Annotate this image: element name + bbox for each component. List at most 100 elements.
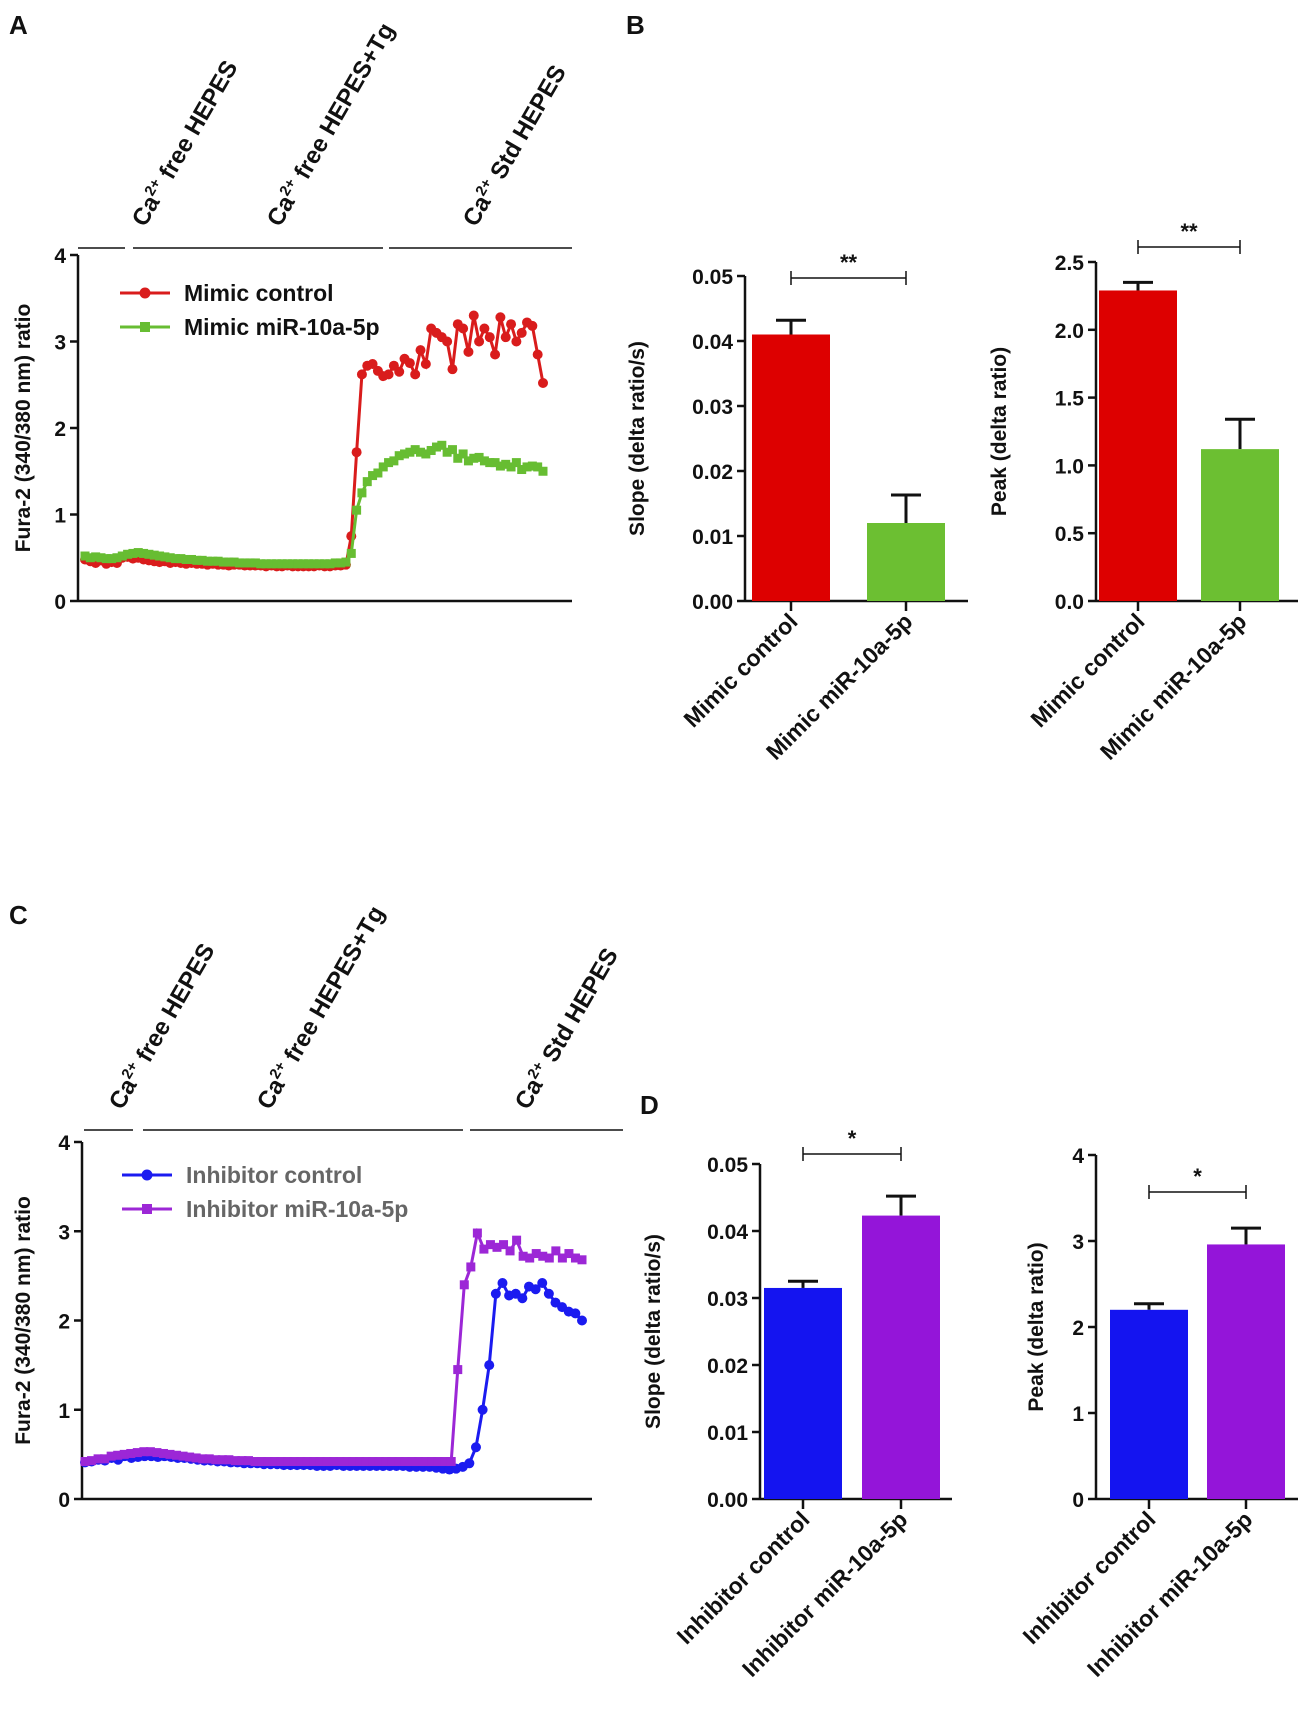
C-data-point [577,1315,587,1326]
A-data-point [490,458,500,468]
C-data-point [472,1228,482,1238]
A-data-point [367,358,378,369]
A-data-point [458,449,468,459]
A-data-point [304,559,314,569]
D2-bar-1 [1207,1244,1285,1499]
A-y-tick-label: 0 [54,591,66,614]
A-data-point [431,442,441,452]
A-data-point [368,471,378,481]
A-data-point [479,323,490,334]
A-data-point [384,458,394,468]
C-data-point [361,1457,371,1467]
C-data-point [172,1450,182,1460]
A-data-point [415,345,426,356]
C-y-tick-label: 4 [58,1132,70,1155]
A-data-point [356,369,367,380]
C-condition-base: Ca [510,1073,549,1114]
C-condition-label-1: Ca2+ free HEPES+Tg [251,901,390,1114]
A-data-point [272,559,282,569]
A-data-point [181,554,191,564]
A-condition-sup: 2+ [472,175,495,199]
A-data-point [506,462,516,472]
C-data-point [387,1457,397,1467]
B2-y-tick-label: 1.5 [1055,388,1085,411]
A-data-point [314,559,324,569]
D2-y-axis-title: Peak (delta ratio) [1025,1242,1048,1411]
C-data-point [276,1457,286,1467]
A-data-point [527,320,538,331]
A-data-point [463,346,474,357]
C-data-point [499,1240,509,1250]
C-data-point [152,1448,162,1458]
C-data-point [329,1457,338,1467]
panel-label-a: A [9,10,28,40]
A-data-point [447,445,457,455]
A-data-point [394,366,405,377]
A-data-point [420,358,431,369]
C-data-point [335,1457,345,1467]
C-data-point [263,1457,273,1467]
A-data-point [437,440,447,450]
C-condition-base: Ca [252,1073,291,1114]
A-data-point [517,465,527,475]
A-data-point [533,462,543,472]
A-data-point [325,559,335,569]
C-data-point [459,1280,469,1290]
D1-significance-stars: * [848,1126,857,1151]
A-data-point [197,555,207,565]
C-data-point [139,1447,149,1457]
C-data-point [464,1458,475,1469]
D2-bar-0 [1110,1309,1188,1499]
B2-bar-1 [1201,449,1279,601]
C-data-point [93,1454,103,1464]
A-data-point [416,447,426,457]
C-data-point [484,1360,495,1371]
A-data-point [288,559,298,569]
C-data-point [538,1251,548,1261]
A-data-point [187,554,197,564]
C-data-point [198,1454,208,1464]
A-data-point [351,447,362,458]
A-y-tick-label: 2 [54,418,66,441]
C-data-point [485,1240,495,1250]
A-data-point [240,558,250,568]
C-data-point [283,1457,293,1467]
C-data-point [132,1448,142,1458]
B2-y-tick-label: 0.5 [1055,523,1085,546]
C-data-point [544,1253,554,1263]
A-series-line-1 [84,443,544,566]
B1-category-label-0: Mimic control [678,608,802,732]
D1-y-tick-label: 0.01 [707,1422,748,1445]
A-data-point [277,559,287,569]
C-data-point [570,1308,581,1319]
C-condition-sup: 2+ [118,1058,141,1082]
C-data-point [427,1457,437,1467]
C-data-point [577,1255,587,1265]
C-data-point [302,1457,312,1467]
A-series-line-0 [84,315,545,568]
A-data-point [458,323,469,334]
C-data-point [322,1457,332,1467]
A-data-point [463,456,473,466]
A-data-point [171,554,181,564]
C-condition-rest: free HEPES+Tg [276,901,390,1072]
A-data-point [421,449,431,459]
A-y-tick-label: 1 [54,505,66,528]
A-data-point [213,556,223,566]
C-data-point [381,1457,391,1467]
A-data-point [155,551,165,561]
A-condition-base: Ca [262,190,301,231]
A-data-point [511,458,521,468]
C-condition-rest: Std HEPES [534,944,624,1073]
A-legend-label-1: Mimic miR-10a-5p [184,314,380,340]
A-data-point [139,548,149,558]
A-data-point [309,559,319,569]
C-condition-label-0: Ca2+ free HEPES [103,938,221,1114]
C-data-point [497,1278,508,1289]
A-data-point [474,452,484,462]
A-data-point [442,447,452,457]
C-series-line-1 [84,1227,583,1464]
A-data-point [389,456,399,466]
B1-y-tick-label: 0.03 [692,396,733,419]
D2-y-tick-label: 4 [1072,1145,1084,1168]
